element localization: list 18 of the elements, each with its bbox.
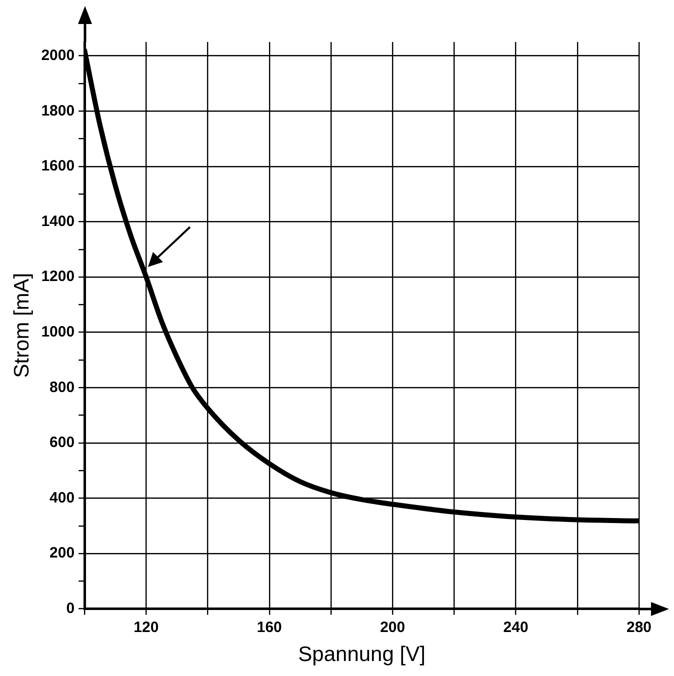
x-tick-label: 280 xyxy=(626,618,652,636)
x-tick-label: 160 xyxy=(256,618,282,636)
y-tick-label: 1800 xyxy=(41,102,75,120)
y-tick-label: 600 xyxy=(50,434,75,452)
y-tick-label: 200 xyxy=(50,544,75,562)
y-tick-label: 0 xyxy=(66,600,75,617)
y-tick-label: 1400 xyxy=(41,212,75,230)
y-tick-label: 1200 xyxy=(41,268,75,286)
x-tick-label: 200 xyxy=(380,618,406,636)
y-tick-label: 2000 xyxy=(41,46,75,64)
y-tick-label: 1600 xyxy=(41,158,75,175)
x-tick-label: 120 xyxy=(134,618,159,636)
y-tick-label: 400 xyxy=(50,489,75,506)
y-axis-title: Strom [mA] xyxy=(10,272,34,378)
y-tick-label: 800 xyxy=(50,378,75,396)
y-tick-label: 1000 xyxy=(41,323,75,340)
x-axis-title: Spannung [V] xyxy=(298,643,426,666)
x-tick-label: 240 xyxy=(503,618,528,636)
